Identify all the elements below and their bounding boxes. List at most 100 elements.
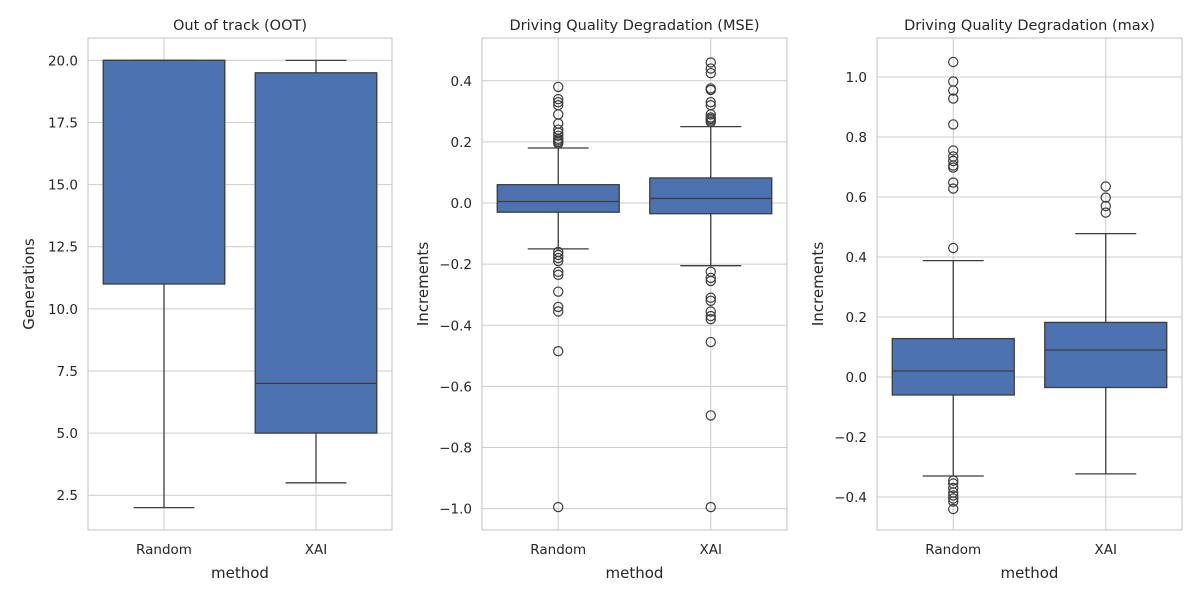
flier-point <box>553 346 564 357</box>
box-xai <box>649 57 773 513</box>
flier-point <box>705 336 716 348</box>
flier-point <box>705 501 716 513</box>
flier-point <box>705 84 716 96</box>
flier-point <box>705 109 716 120</box>
flier-point <box>705 295 716 307</box>
subplot-1: 2.5 5.0 7.5 10.0 12.5 15.0 17.5 20.0 Random XAI Ou… <box>20 18 393 582</box>
chart-title: Driving Quality Degradation (max) <box>904 18 1155 34</box>
y-tick-label: 15.0 <box>48 178 78 194</box>
x-tick-label: XAI <box>1095 542 1117 558</box>
flier-point <box>948 496 959 507</box>
flier-point <box>553 249 564 261</box>
box-random <box>102 59 226 509</box>
box-random <box>891 56 1015 515</box>
flier-point <box>553 93 564 105</box>
y-tick-label: −0.2 <box>834 430 867 446</box>
flier-point <box>705 313 716 325</box>
iqr-box <box>254 72 378 434</box>
x-axis-label: method <box>606 564 664 582</box>
y-tick-label: 7.5 <box>57 364 78 380</box>
flier-point <box>705 292 716 303</box>
iqr-box <box>102 59 226 285</box>
flier-point <box>553 306 564 317</box>
axes-frame <box>87 37 393 531</box>
axes-frame <box>876 37 1183 531</box>
flier-point <box>1100 192 1111 203</box>
flier-point <box>948 162 959 173</box>
y-tick-label: 20.0 <box>48 53 78 69</box>
flier-point <box>553 252 564 264</box>
box-xai <box>254 59 378 484</box>
flier-point <box>553 301 564 313</box>
flier-point <box>553 81 564 93</box>
y-tick-label: 10.0 <box>48 302 78 318</box>
flier-point <box>948 56 959 68</box>
flier-point <box>948 482 959 494</box>
iqr-box <box>649 177 773 215</box>
y-tick-label: −0.6 <box>439 379 472 395</box>
box-xai <box>1044 181 1168 475</box>
flier-point <box>1100 181 1111 192</box>
chart-title: Driving Quality Degradation (MSE) <box>510 18 760 34</box>
subplot-2: −1.0 −0.8 −0.6 −0.4 −0.2 0.0 0.2 0.4 Random XAI Dr… <box>414 18 788 582</box>
flier-point <box>553 501 564 513</box>
y-tick-label: −1.0 <box>439 502 472 518</box>
flier-point <box>553 286 564 297</box>
flier-point <box>948 93 959 104</box>
x-tick-label: XAI <box>700 542 722 558</box>
flier-point <box>553 266 564 277</box>
subplot-3: −0.4 −0.2 0.0 0.2 0.4 0.6 0.8 1.0 Random XAI Drivi… <box>809 18 1183 582</box>
flier-point <box>553 255 564 267</box>
y-tick-label: 0.2 <box>846 310 867 326</box>
y-tick-label: −0.8 <box>439 440 472 456</box>
y-tick-label: 5.0 <box>57 426 78 442</box>
flier-point <box>705 116 716 128</box>
y-tick-label: 12.5 <box>48 240 78 256</box>
flier-point <box>1100 207 1111 218</box>
flier-point <box>553 269 564 281</box>
flier-point <box>553 130 564 141</box>
y-axis-label: Generations <box>20 238 38 330</box>
flier-point <box>705 310 716 322</box>
flier-point <box>705 306 716 317</box>
iqr-box <box>496 184 620 213</box>
x-axis-label: method <box>1001 564 1059 582</box>
flier-point <box>705 67 716 79</box>
x-tick-label: Random <box>530 542 586 558</box>
flier-point <box>948 183 959 194</box>
iqr-box <box>891 337 1015 396</box>
y-tick-label: 0.0 <box>451 196 472 212</box>
y-tick-label: 0.4 <box>846 250 867 266</box>
flier-point <box>948 119 959 130</box>
y-tick-label: 2.5 <box>57 488 78 504</box>
y-tick-label: −0.4 <box>834 490 867 506</box>
y-axis-label: Increments <box>414 242 432 326</box>
x-tick-label: Random <box>925 542 981 558</box>
flier-point <box>705 57 716 68</box>
flier-point <box>705 275 716 287</box>
flier-point <box>948 242 959 254</box>
flier-point <box>705 63 716 74</box>
y-tick-label: 0.0 <box>846 370 867 386</box>
flier-point <box>553 138 564 149</box>
y-tick-label: 0.6 <box>846 190 867 206</box>
flier-point <box>948 177 959 188</box>
flier-point <box>705 272 716 284</box>
axes-frame <box>481 37 788 531</box>
flier-point <box>553 96 564 108</box>
y-tick-label: 17.5 <box>48 115 78 131</box>
y-tick-label: 0.8 <box>846 130 867 146</box>
y-tick-label: −0.2 <box>439 257 472 273</box>
flier-point <box>948 85 959 96</box>
y-axis-label: Increments <box>809 242 827 326</box>
flier-point <box>705 96 716 108</box>
flier-point <box>948 490 959 501</box>
flier-point <box>948 155 959 167</box>
x-tick-label: XAI <box>305 542 327 558</box>
x-tick-label: Random <box>136 542 192 558</box>
y-tick-label: 0.2 <box>451 135 472 151</box>
flier-point <box>948 503 959 515</box>
y-tick-label: −0.4 <box>439 318 472 334</box>
chart-title: Out of track (OOT) <box>173 18 307 34</box>
